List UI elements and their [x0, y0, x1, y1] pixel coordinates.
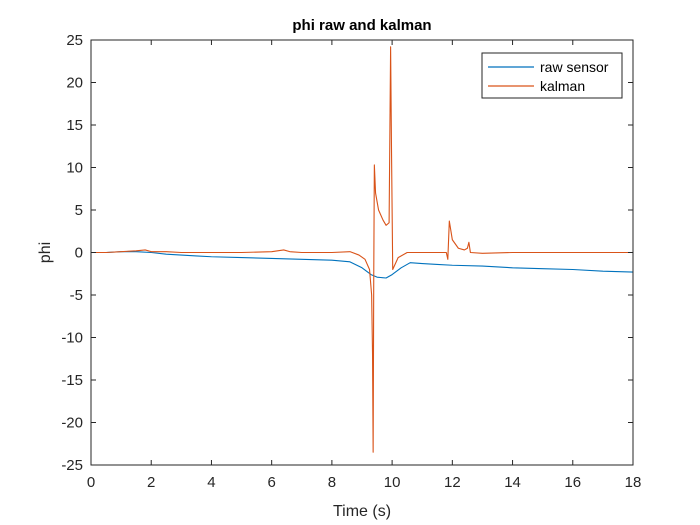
x-tick-label: 6: [267, 474, 275, 491]
y-tick-label: 0: [75, 245, 83, 262]
y-tick-label: 10: [66, 160, 83, 177]
legend-box: [481, 52, 623, 99]
ticks-layer: 0 2 4 6 8 10 12 14 16 18 -25 -20 -15 -10 -5 0 5 10 15 20 25: [61, 32, 641, 491]
x-tick-label: 18: [625, 474, 642, 491]
x-tick-label: 4: [207, 474, 215, 491]
x-tick-label: 16: [564, 474, 581, 491]
x-tick-label: 12: [444, 474, 461, 491]
legend: raw sensor kalman: [481, 52, 623, 99]
x-axis-title: Time (s): [333, 503, 391, 520]
y-tick-label: 25: [66, 32, 83, 49]
y-tick-label: -10: [61, 330, 83, 347]
series-layer: [90, 46, 634, 453]
series-line-raw-sensor: [90, 251, 634, 279]
x-tick-label: 10: [384, 474, 401, 491]
x-tick-label: 14: [504, 474, 521, 491]
series-line-kalman: [90, 46, 634, 453]
x-tick-label: 8: [328, 474, 336, 491]
y-tick-label: 20: [66, 75, 83, 92]
y-axis-title: phi: [37, 242, 54, 263]
y-tick-label: -15: [61, 372, 83, 389]
x-tick-label: 0: [87, 474, 95, 491]
y-tick-label: 15: [66, 117, 83, 134]
y-tick-label: -25: [61, 457, 83, 474]
x-tick-label: 2: [147, 474, 155, 491]
chart-title: phi raw and kalman: [292, 17, 431, 34]
legend-label: kalman: [540, 78, 585, 94]
y-tick-label: -20: [61, 415, 83, 432]
y-tick-label: -5: [70, 287, 83, 304]
legend-label: raw sensor: [540, 59, 609, 75]
y-tick-label: 5: [75, 202, 83, 219]
